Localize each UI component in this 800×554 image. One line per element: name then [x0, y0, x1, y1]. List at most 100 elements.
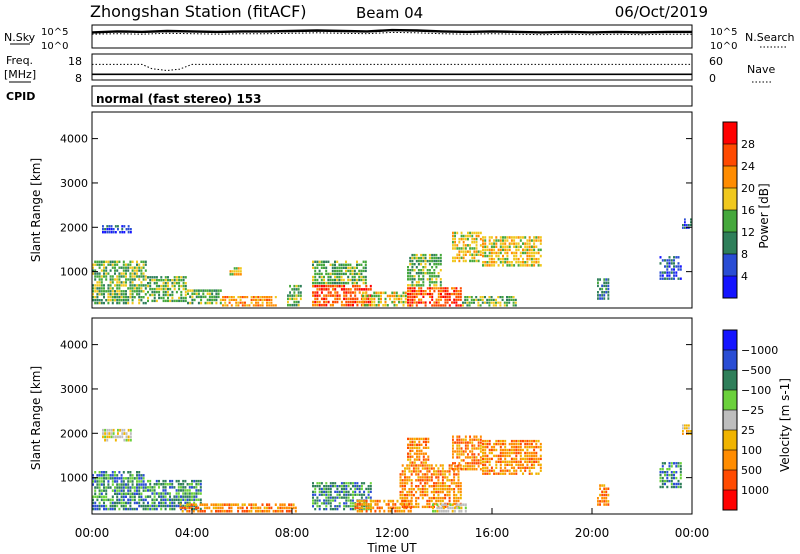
- velocity-cell: [428, 479, 431, 482]
- power-cell: [493, 245, 496, 248]
- power-cell: [363, 303, 366, 307]
- power-cell: [488, 248, 491, 252]
- velocity-cell: [506, 451, 509, 455]
- velocity-cell: [502, 469, 504, 472]
- power-cell: [415, 281, 418, 284]
- velocity-cell: [171, 498, 174, 501]
- velocity-cell: [404, 485, 406, 488]
- power-cell: [314, 303, 317, 307]
- velocity-cell: [408, 476, 411, 479]
- velocity-cell: [151, 501, 154, 505]
- velocity-cell: [111, 507, 114, 511]
- velocity-cell: [435, 490, 438, 494]
- power-cell: [418, 301, 420, 304]
- velocity-cell: [515, 472, 518, 475]
- power-cell: [160, 279, 163, 282]
- power-cell: [338, 281, 341, 285]
- power-cell: [452, 259, 454, 263]
- velocity-cell: [266, 506, 268, 510]
- velocity-cell: [199, 503, 202, 506]
- power-cell: [365, 288, 368, 291]
- velocity-cell: [664, 473, 666, 477]
- power-cell: [539, 239, 542, 242]
- velocity-cell: [195, 479, 198, 483]
- velocity-cell: [675, 462, 678, 465]
- velocity-cell: [314, 499, 317, 502]
- velocity-cell: [212, 503, 215, 506]
- velocity-cell: [533, 439, 536, 443]
- velocity-cell: [686, 432, 688, 435]
- velocity-cell: [519, 466, 522, 469]
- velocity-cell: [138, 489, 141, 492]
- power-cell: [268, 301, 271, 304]
- velocity-cell: [407, 509, 410, 513]
- velocity-cell: [111, 477, 114, 480]
- power-cell: [407, 266, 409, 269]
- velocity-cell: [109, 474, 112, 477]
- power-cell: [457, 292, 460, 296]
- power-cell: [688, 226, 690, 229]
- velocity-cell: [442, 509, 445, 513]
- power-patch: [482, 236, 542, 267]
- power-cell: [664, 277, 666, 280]
- power-cell: [688, 224, 690, 227]
- power-cell: [138, 299, 141, 302]
- power-cell: [524, 248, 527, 252]
- power-cell: [129, 272, 132, 275]
- velocity-cell: [314, 502, 317, 505]
- velocity-cell: [94, 495, 97, 498]
- power-cell: [151, 279, 154, 282]
- power-cell: [329, 294, 332, 297]
- velocity-cell: [437, 496, 440, 500]
- velocity-cell: [191, 492, 193, 495]
- power-patch: [659, 256, 682, 280]
- power-cell: [409, 269, 412, 272]
- velocity-patch: [597, 484, 610, 506]
- velocity-cell: [367, 490, 370, 493]
- velocity-cell: [404, 470, 406, 473]
- power-cell: [334, 284, 337, 288]
- power-cell: [228, 298, 231, 301]
- power-cell: [316, 263, 319, 266]
- velocity-cell: [228, 506, 231, 510]
- velocity-cell: [528, 442, 531, 446]
- velocity-cell: [499, 451, 502, 455]
- velocity-cell: [413, 461, 416, 464]
- velocity-cell: [210, 503, 213, 506]
- power-cell: [409, 272, 412, 275]
- velocity-cell: [439, 470, 442, 473]
- power-cell: [316, 284, 319, 288]
- power-cell: [428, 253, 431, 257]
- power-cell: [171, 290, 174, 294]
- velocity-cell: [413, 440, 416, 444]
- velocity-cell: [475, 447, 478, 450]
- velocity-cell: [367, 506, 370, 510]
- power-cell: [217, 289, 220, 292]
- velocity-cell: [226, 509, 229, 513]
- velocity-cell: [370, 509, 372, 513]
- power-cell: [114, 269, 116, 272]
- power-cell: [409, 263, 412, 266]
- power-cell: [398, 297, 400, 301]
- power-cell: [121, 228, 124, 231]
- power-cell: [364, 297, 367, 301]
- power-cell: [524, 261, 527, 264]
- velocity-cell: [430, 505, 433, 509]
- power-cell: [338, 278, 341, 282]
- velocity-cell: [447, 506, 450, 510]
- power-cell: [484, 254, 487, 258]
- power-cell: [103, 293, 105, 296]
- power-cell: [475, 247, 478, 250]
- velocity-cell: [426, 493, 429, 497]
- velocity-cell: [484, 439, 487, 443]
- power-cell: [204, 289, 207, 292]
- power-cell: [109, 296, 112, 299]
- power-cell: [437, 304, 440, 307]
- velocity-cell: [409, 452, 412, 455]
- power-cell: [380, 294, 382, 298]
- power-cell: [327, 284, 330, 288]
- velocity-cell: [133, 489, 136, 492]
- velocity-cell: [325, 485, 328, 488]
- power-cell: [366, 304, 369, 307]
- velocity-cell: [320, 502, 323, 505]
